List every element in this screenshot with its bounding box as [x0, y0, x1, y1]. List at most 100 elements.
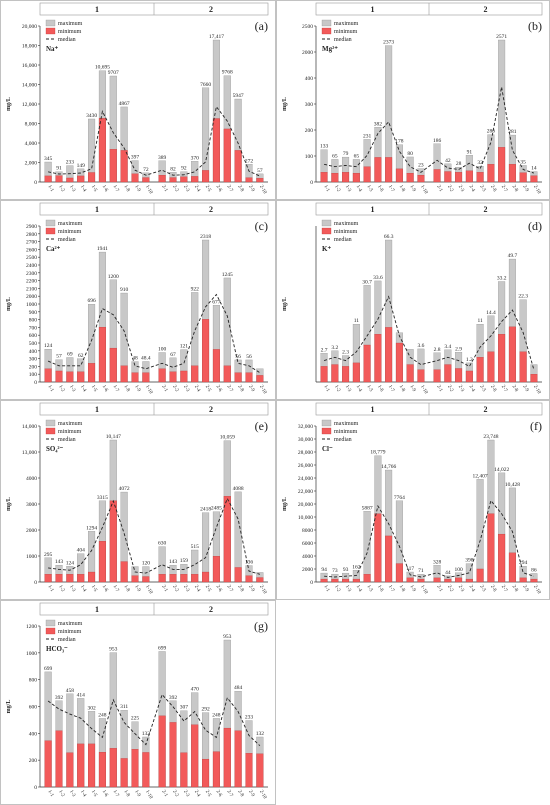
median-line: [47, 293, 261, 374]
bar-minimum: [320, 366, 328, 383]
x-tick-label: 1-5: [90, 385, 98, 394]
x-tick-label: 2-6: [489, 185, 497, 194]
data-label: 3.6: [417, 343, 424, 349]
group-label: 1: [95, 605, 99, 614]
data-label: 42: [445, 158, 451, 164]
bar-minimum: [142, 752, 150, 788]
bar-maximum: [202, 512, 210, 583]
legend-swatch-minimum: [45, 427, 56, 435]
bar-minimum: [120, 150, 128, 183]
x-tick-label: 2-4: [468, 185, 476, 194]
median-line: [47, 693, 261, 747]
x-tick-label: 1-4: [79, 585, 87, 594]
y-axis-label: mg/L: [6, 297, 12, 311]
x-tick-label: 1-6: [101, 385, 109, 394]
data-label: 3430: [86, 113, 97, 119]
legend-swatch-maximum: [321, 219, 332, 227]
x-tick-label: 1-2: [333, 185, 341, 194]
x-tick-label: 2-5: [204, 385, 212, 394]
legend-label-maximum: maximum: [58, 621, 83, 627]
bar-minimum: [169, 371, 177, 383]
bar-minimum: [180, 752, 188, 788]
x-tick-label: 2-7: [226, 185, 234, 194]
data-label: 86: [531, 567, 537, 573]
data-label: 328: [433, 559, 442, 565]
y-tick-label: 700: [29, 325, 38, 331]
y-tick-label: 900: [29, 310, 38, 316]
legend-label-median: median: [334, 437, 352, 443]
y-tick-label: 24,000: [298, 476, 313, 482]
data-label: 82: [170, 166, 176, 172]
data-label: 470: [191, 687, 200, 693]
group-label: 2: [209, 405, 213, 414]
y-tick-label: 26,000: [298, 463, 313, 469]
x-tick-label: 1-4: [355, 185, 363, 194]
x-tick-label: 2-8: [511, 585, 519, 594]
y-tick-label: 1000: [26, 554, 37, 560]
data-label: 2.3: [342, 350, 349, 356]
legend-label-minimum: minimum: [58, 229, 82, 235]
x-tick-label: 2-7: [226, 385, 234, 394]
data-label: 10,695: [95, 65, 110, 71]
data-label: 397: [131, 155, 140, 161]
chart-panel-6: 1 2 0 2000 4000 6000 8000 10,000 20,000 22,000 24,…: [276, 400, 550, 600]
x-tick-label: 2-3: [182, 185, 190, 194]
data-label: 1941: [97, 246, 108, 252]
bar-minimum: [331, 578, 339, 583]
data-label: 91: [467, 149, 473, 155]
y-tick-label: 18,000: [22, 44, 37, 50]
x-tick-label: 1-7: [112, 385, 120, 394]
bar-minimum: [519, 351, 527, 383]
bar-minimum: [120, 758, 128, 788]
y-tick-label: 2800: [26, 232, 37, 238]
x-tick-label: 1-8: [122, 385, 130, 394]
x-tick-label: 1-5: [90, 185, 98, 194]
bar-minimum: [476, 172, 484, 183]
bar-minimum: [417, 174, 425, 183]
chart-panel-5: 1 20100020003000400013,00014,000mg/L29514…: [0, 400, 276, 600]
data-label: 56: [246, 354, 252, 360]
panel-letter: (g): [254, 619, 268, 633]
bar-minimum: [487, 513, 495, 583]
x-tick-label: 1-5: [365, 585, 373, 594]
data-label: 1294: [86, 525, 97, 531]
data-label: 136: [245, 560, 254, 566]
x-tick-label: 1-4: [355, 385, 363, 394]
bar-minimum: [223, 727, 231, 788]
bar-minimum: [455, 172, 463, 183]
y-tick-label: 600: [29, 705, 38, 711]
legend-swatch-minimum: [45, 27, 56, 35]
group-label: 1: [95, 405, 99, 414]
x-tick-label: 2-5: [478, 385, 486, 394]
y-tick-label: 300: [305, 102, 314, 108]
y-tick-label: 4000: [26, 476, 37, 482]
bar-minimum: [519, 172, 527, 183]
group-label: 2: [209, 205, 213, 214]
median-line: [48, 105, 261, 177]
bar-minimum: [66, 371, 74, 383]
data-label: 2.7: [321, 347, 328, 353]
data-label: 630: [158, 541, 167, 547]
y-tick-label: 800: [29, 678, 38, 684]
bar-minimum: [256, 375, 264, 383]
x-tick-label: 1-10: [144, 790, 153, 801]
bar-minimum: [487, 351, 495, 383]
bar-minimum: [465, 170, 473, 183]
panel-letter: (e): [255, 419, 268, 433]
panel-frame: [0, 400, 276, 600]
y-tick-label: 1200: [26, 624, 37, 630]
bar-minimum: [498, 334, 506, 383]
data-label: 248: [212, 712, 221, 718]
y-tick-label: 2000: [26, 528, 37, 534]
x-tick-label: 1-1: [46, 385, 54, 394]
data-label: 2318: [200, 234, 211, 240]
bar-minimum: [142, 576, 150, 583]
data-label: 1245: [222, 272, 233, 278]
data-label: 162: [352, 564, 361, 570]
bar-minimum: [98, 118, 106, 183]
data-label: 699: [44, 666, 53, 672]
x-tick-label: 2-1: [160, 585, 168, 594]
bar-minimum: [191, 574, 199, 583]
x-tick-label: 1-8: [398, 385, 406, 394]
bar-minimum: [455, 368, 463, 383]
